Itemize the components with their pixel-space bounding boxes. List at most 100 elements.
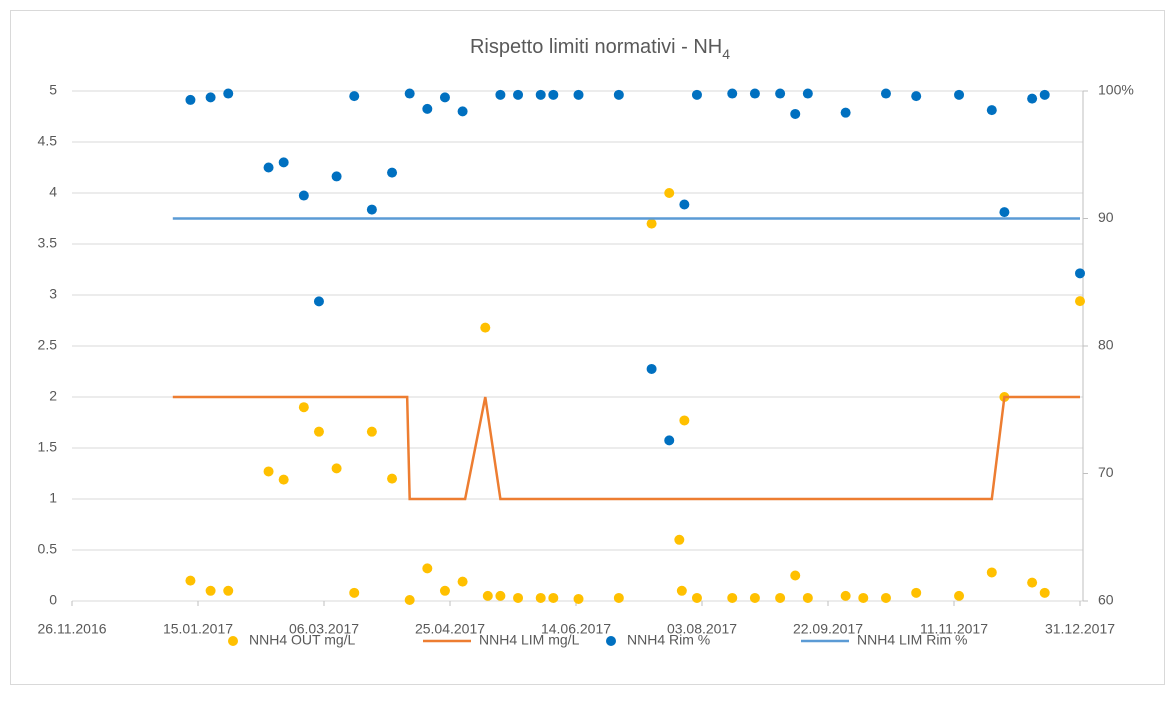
- scatter-point: [223, 585, 234, 596]
- scatter-point: [548, 89, 559, 100]
- scatter-point: [185, 575, 196, 586]
- y-tick-label: 3: [49, 286, 57, 302]
- scatter-point: [664, 435, 675, 446]
- scatter-point: [513, 89, 524, 100]
- scatter-point: [676, 585, 687, 596]
- scatter-point: [404, 88, 415, 99]
- scatter-point: [548, 592, 559, 603]
- scatter-point: [457, 106, 468, 117]
- scatter-point: [1075, 296, 1085, 307]
- chart-title: Rispetto limiti normativi - NH4: [470, 36, 730, 61]
- scatter-point: [749, 592, 760, 603]
- scatter-point: [404, 594, 415, 605]
- scatter-point: [223, 88, 234, 99]
- legend-label: NNH4 Rim %: [627, 632, 710, 648]
- scatter-point: [439, 585, 450, 596]
- title-subscript: 4: [722, 46, 730, 62]
- legend-label: NNH4 LIM mg/L: [479, 632, 580, 648]
- x-tick-label: 11.11.2017: [920, 621, 988, 637]
- y-tick-label: 3.5: [38, 235, 58, 251]
- scatter-point: [263, 466, 274, 477]
- scatter-point: [205, 92, 216, 103]
- y-tick-label: 0: [49, 592, 57, 608]
- scatter-point: [679, 199, 690, 210]
- y2-tick-label: 100%: [1098, 82, 1134, 98]
- scatter-point: [366, 204, 377, 215]
- chart-border: [10, 10, 1165, 685]
- scatter-point: [691, 89, 702, 100]
- title-main: Rispetto limiti normativi - NH: [470, 36, 722, 58]
- scatter-point: [457, 576, 468, 587]
- scatter-point: [790, 570, 801, 581]
- scatter-point: [613, 89, 624, 100]
- y-tick-label: 4.5: [38, 133, 58, 149]
- x-tick-label: 22.09.2017: [793, 621, 863, 637]
- y-tick-label: 2: [49, 388, 57, 404]
- scatter-point: [775, 88, 786, 99]
- scatter-point: [664, 188, 675, 198]
- scatter-point: [185, 94, 196, 105]
- scatter-point: [349, 587, 360, 598]
- scatter-point: [331, 463, 342, 474]
- scatter-point: [1075, 268, 1085, 279]
- scatter-point: [1027, 93, 1038, 104]
- scatter-point: [482, 590, 493, 601]
- scatter-point: [646, 363, 657, 374]
- x-tick-label: 31.12.2017: [1045, 621, 1115, 637]
- scatter-point: [999, 207, 1010, 218]
- scatter-point: [880, 592, 891, 603]
- y-tick-label: 2.5: [38, 337, 58, 353]
- scatter-point: [495, 89, 506, 100]
- scatter-point: [613, 592, 624, 603]
- scatter-point: [1039, 89, 1050, 100]
- scatter-point: [986, 567, 997, 578]
- y-tick-label: 1.5: [38, 439, 58, 455]
- scatter-point: [775, 592, 786, 603]
- scatter-point: [313, 296, 324, 307]
- scatter-point: [727, 88, 738, 99]
- scatter-point: [840, 590, 851, 601]
- y-tick-label: 5: [49, 82, 57, 98]
- y-tick-label: 0.5: [38, 541, 58, 557]
- scatter-point: [573, 593, 584, 604]
- x-tick-label: 26.11.2016: [37, 621, 106, 637]
- scatter-point: [480, 322, 491, 333]
- scatter-point: [646, 218, 657, 229]
- scatter-point: [1027, 577, 1038, 588]
- scatter-point: [691, 592, 702, 603]
- scatter-point: [535, 89, 546, 100]
- scatter-point: [495, 590, 506, 601]
- scatter-point: [387, 167, 398, 178]
- x-tick-label: 15.01.2017: [163, 621, 233, 637]
- scatter-point: [422, 563, 433, 574]
- y2-tick-label: 80: [1098, 337, 1114, 353]
- y2-tick-label: 90: [1098, 209, 1114, 225]
- scatter-point: [880, 88, 891, 99]
- x-tick-label: 14.06.2017: [541, 621, 611, 637]
- scatter-point: [802, 592, 813, 603]
- scatter-point: [911, 587, 922, 598]
- scatter-point: [263, 162, 274, 173]
- legend-label: NNH4 LIM Rim %: [857, 632, 967, 648]
- scatter-point: [278, 157, 289, 168]
- scatter-point: [278, 474, 289, 485]
- x-tick-label: 06.03.2017: [289, 621, 359, 637]
- scatter-point: [298, 190, 309, 201]
- scatter-point: [313, 426, 324, 437]
- scatter-point: [1039, 587, 1050, 598]
- scatter-point: [331, 171, 342, 182]
- legend-label: NNH4 OUT mg/L: [249, 632, 356, 648]
- y2-tick-label: 60: [1098, 592, 1114, 608]
- scatter-point: [727, 592, 738, 603]
- scatter-point: [986, 105, 997, 116]
- scatter-point: [573, 89, 584, 100]
- scatter-point: [205, 585, 216, 596]
- scatter-point: [366, 426, 377, 437]
- x-tick-label: 25.04.2017: [415, 621, 485, 637]
- scatter-point: [858, 592, 869, 603]
- line-series: [172, 395, 1080, 501]
- y2-tick-label: 70: [1098, 464, 1114, 480]
- scatter-point: [954, 590, 965, 601]
